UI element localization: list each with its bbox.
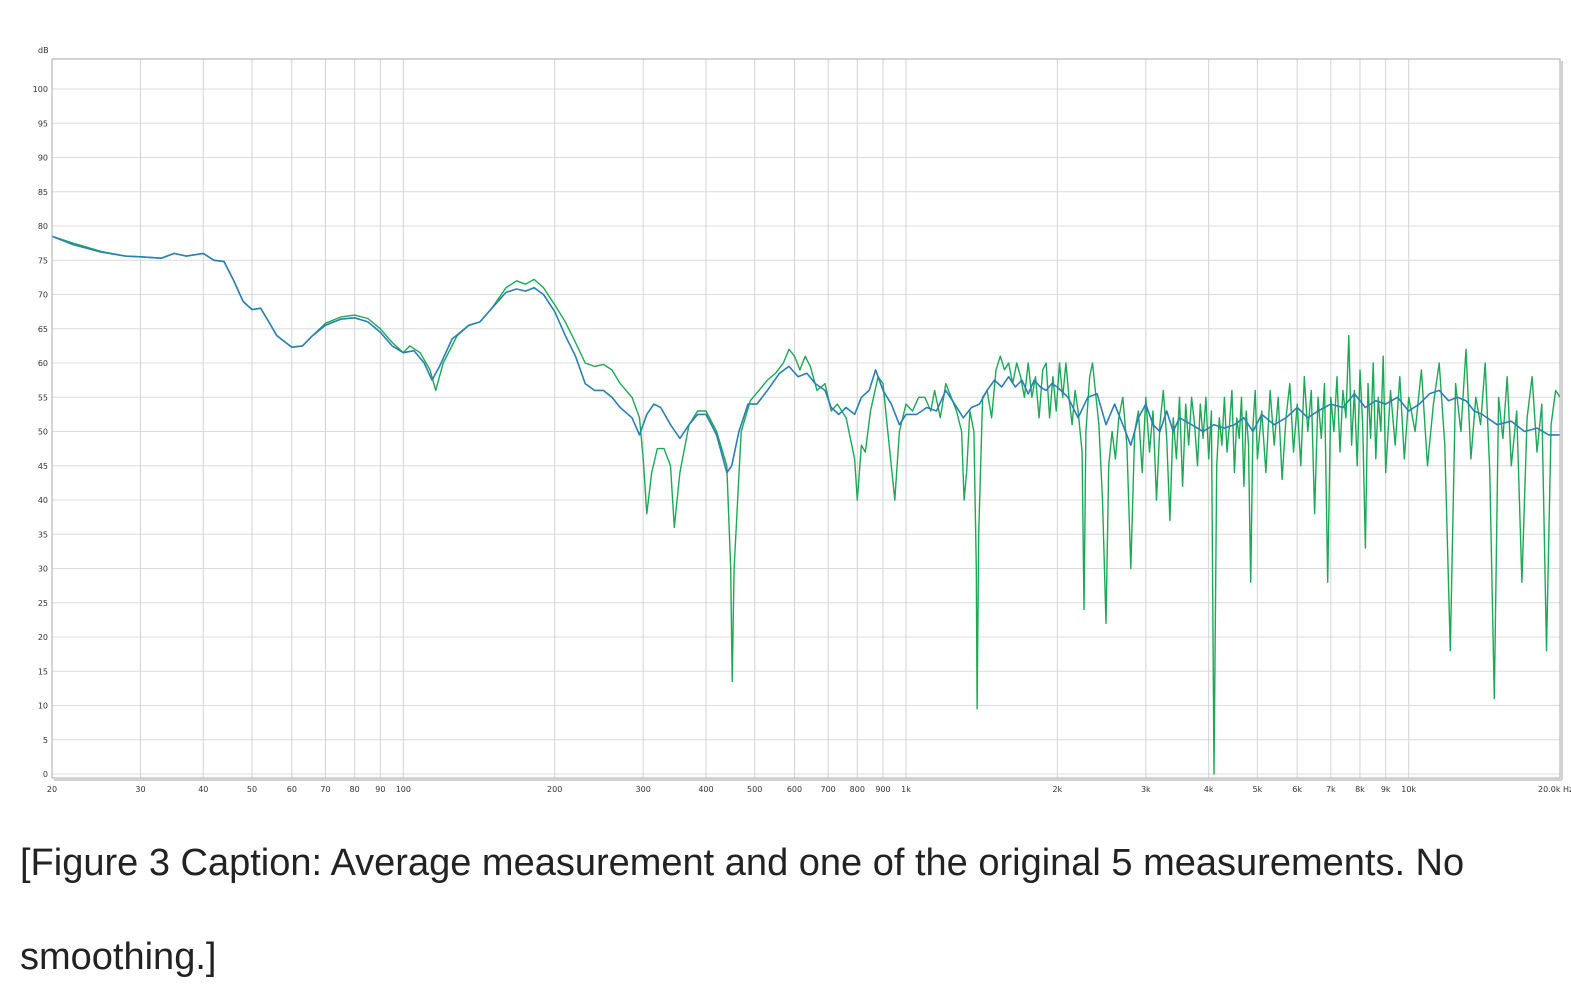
- y-tick-label: 95: [38, 119, 48, 128]
- y-tick-label: 60: [38, 359, 48, 368]
- figure-caption: [Figure 3 Caption: Average measurement a…: [20, 816, 1550, 1004]
- y-tick-label: 70: [38, 291, 48, 300]
- x-tick-label: 500: [747, 785, 762, 794]
- x-tick-label: 1k: [901, 785, 911, 794]
- x-tick-label: 50: [247, 785, 257, 794]
- x-tick-label: 30: [135, 785, 145, 794]
- y-tick-label: 45: [38, 462, 48, 471]
- y-tick-label: 25: [38, 599, 48, 608]
- series-line-2: [51, 235, 1560, 474]
- caption-line-1: [Figure 3 Caption: Average measurement a…: [20, 842, 1465, 884]
- y-tick-label: 90: [38, 154, 48, 163]
- y-tick-label: 75: [38, 256, 48, 265]
- x-tick-label: 3k: [1141, 785, 1151, 794]
- x-tick-label: 7k: [1326, 785, 1336, 794]
- y-tick-label: 50: [38, 428, 48, 437]
- y-tick-label: 55: [38, 393, 48, 402]
- y-tick-labels: 0 5 10 15 20 25 30 35 40 45 50 55 60 65 70 75 80 85 90 95 10…: [33, 85, 48, 779]
- grid: [51, 59, 1561, 778]
- x-tick-label: 90: [375, 785, 385, 794]
- series-lines: [51, 235, 1561, 775]
- x-tick-label: 60: [287, 785, 297, 794]
- x-tick-label: 6k: [1292, 785, 1302, 794]
- caption-line-2: smoothing.]: [20, 936, 217, 978]
- x-tick-label: 40: [198, 785, 208, 794]
- x-tick-label: 9k: [1381, 785, 1391, 794]
- y-tick-label: 10: [38, 702, 48, 711]
- x-tick-label: 20.0k Hz: [1538, 785, 1571, 794]
- x-tick-label: 600: [787, 785, 802, 794]
- x-tick-labels: 20 30 40 50 60 70 80 90 100 200 300 400 500 600 700 800…: [47, 785, 1571, 794]
- x-tick-label: 4k: [1204, 785, 1214, 794]
- plot-frame: [51, 58, 1561, 779]
- y-tick-label: 0: [43, 770, 48, 779]
- y-tick-label: 40: [38, 496, 48, 505]
- y-tick-label: 65: [38, 325, 48, 334]
- y-tick-label: 85: [38, 188, 48, 197]
- y-tick-label: 80: [38, 222, 48, 231]
- y-tick-label: 15: [38, 667, 48, 676]
- y-tick-label: 20: [38, 633, 48, 642]
- x-tick-label: 200: [547, 785, 562, 794]
- x-tick-label: 5k: [1252, 785, 1262, 794]
- x-tick-label: 8k: [1355, 785, 1365, 794]
- x-tick-label: 700: [821, 785, 836, 794]
- x-tick-label: 20: [47, 785, 57, 794]
- x-tick-label: 100: [396, 785, 411, 794]
- x-tick-label: 300: [636, 785, 651, 794]
- series-line-1: [51, 235, 1561, 775]
- y-tick-label: 35: [38, 530, 48, 539]
- y-tick-label: 30: [38, 565, 48, 574]
- y-tick-label: 100: [33, 85, 48, 94]
- x-tick-label: 400: [698, 785, 713, 794]
- x-tick-label: 10k: [1401, 785, 1416, 794]
- x-tick-label: 900: [875, 785, 890, 794]
- frequency-response-chart: dB 0 5 10 15 20 25 30 35 40 45 50 55 60 65 70 75 80 85 90 9…: [33, 46, 1571, 794]
- x-tick-label: 800: [850, 785, 865, 794]
- x-tick-label: 80: [350, 785, 360, 794]
- x-tick-label: 2k: [1052, 785, 1062, 794]
- x-tick-label: 70: [320, 785, 330, 794]
- y-axis-label: dB: [38, 46, 49, 55]
- y-tick-label: 5: [43, 736, 48, 745]
